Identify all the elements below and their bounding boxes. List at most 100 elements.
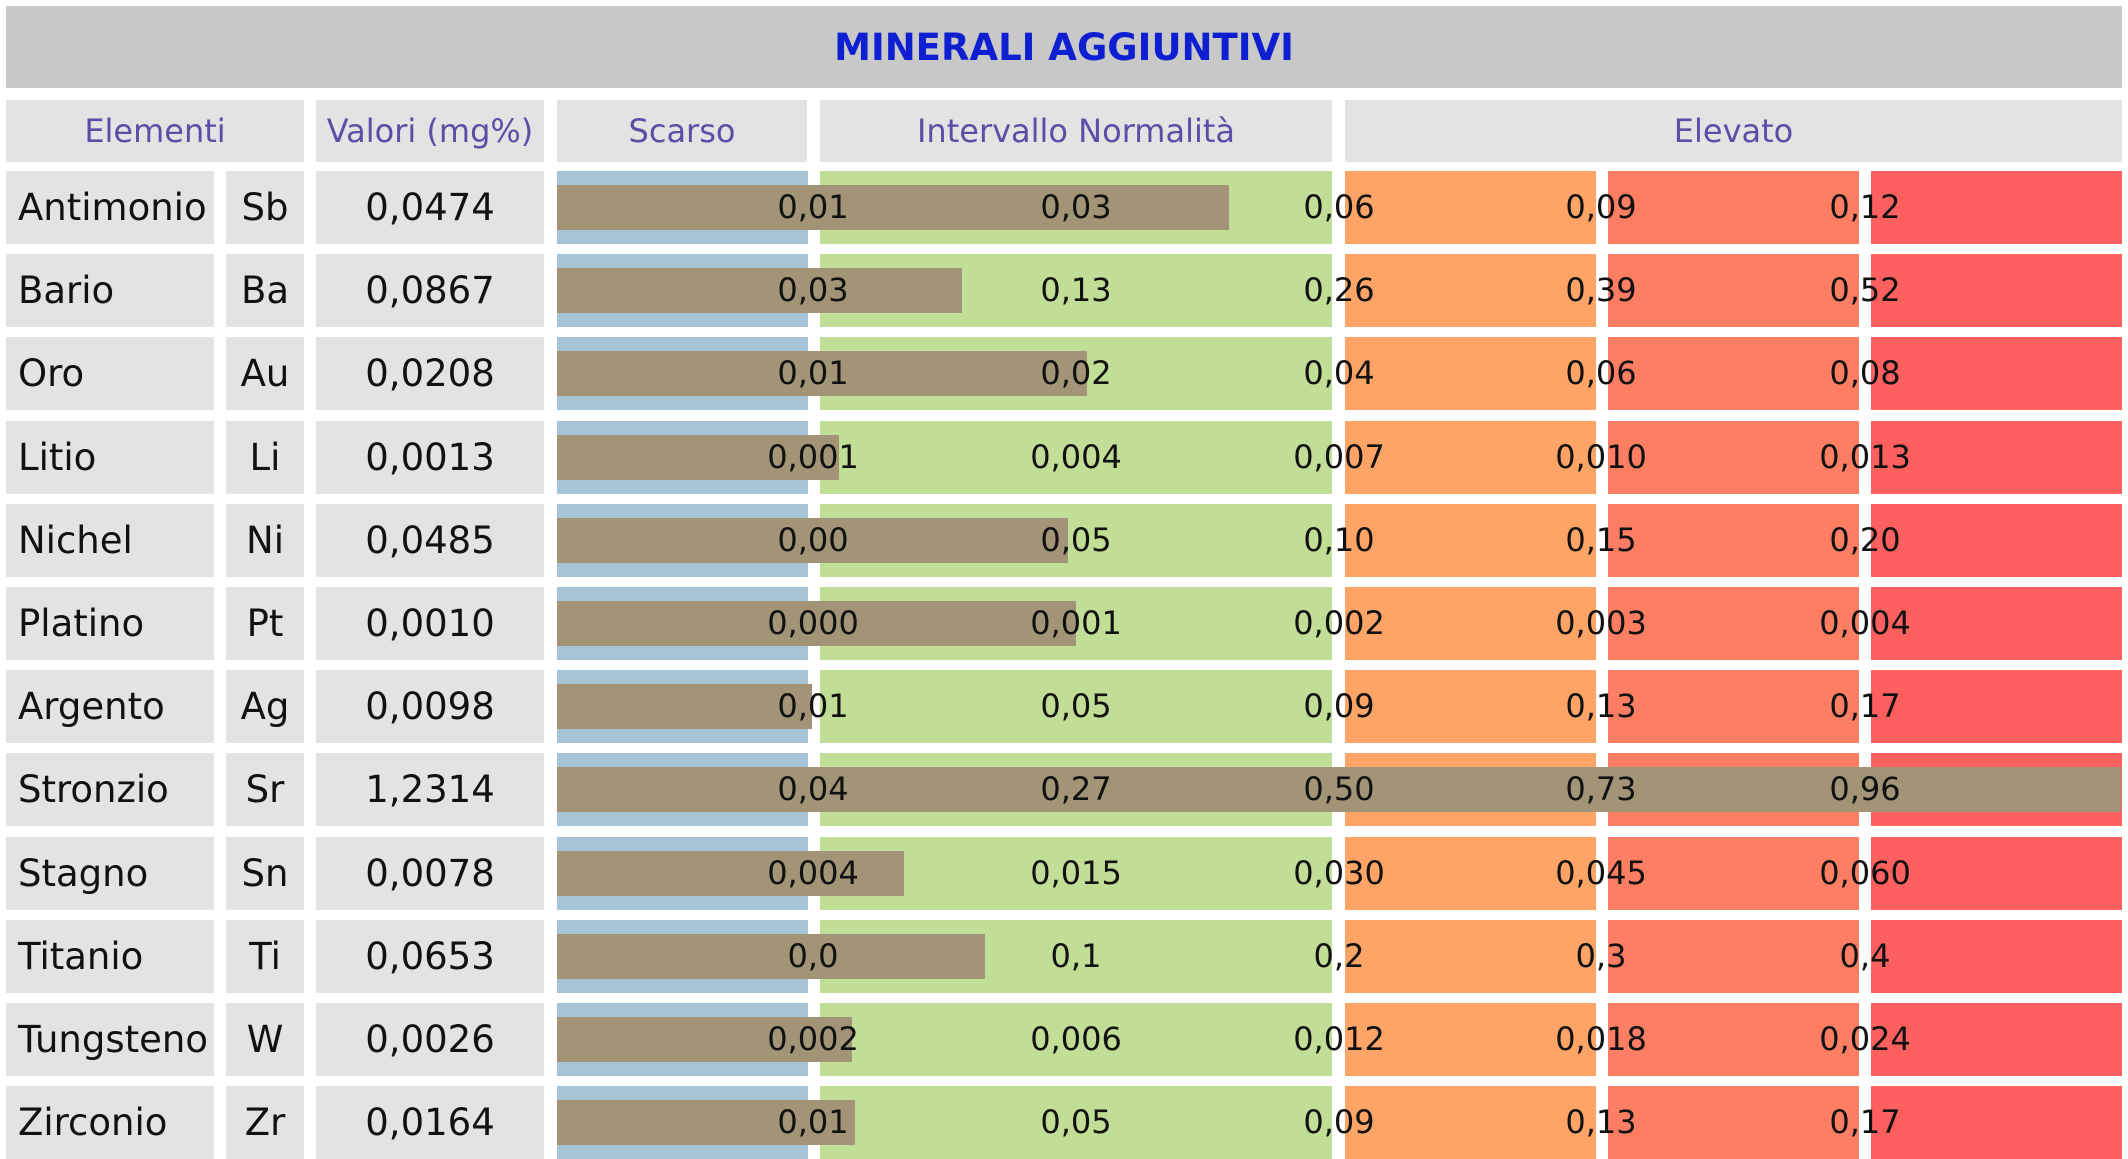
band-elevato-2 [1608,837,1859,910]
tick-label: 0,52 [1829,271,1901,309]
tick-label: 0,045 [1555,854,1647,892]
value-bar [557,684,812,729]
element-symbol: Ba [226,254,304,327]
band-elevato-2 [1608,1086,1859,1159]
element-value: 0,0026 [316,1003,544,1076]
element-symbol: Ag [226,670,304,743]
tick-label: 0,01 [777,1103,849,1141]
element-name: Zirconio [6,1086,214,1159]
tick-label: 0,17 [1829,1103,1901,1141]
band-elevato-3 [1871,837,2122,910]
tick-label: 0,12 [1829,188,1901,226]
band-elevato-2 [1608,337,1859,410]
value-bar [557,851,904,896]
tick-label: 0,09 [1303,687,1375,725]
band-elevato-2 [1608,504,1859,577]
tick-label: 0,3 [1575,937,1627,975]
tick-label: 0,01 [777,687,849,725]
element-symbol: Au [226,337,304,410]
tick-label: 0,13 [1565,687,1637,725]
tick-label: 0,09 [1565,188,1637,226]
band-normalita [820,837,1332,910]
value-bar [557,767,2121,812]
tick-label: 0,02 [1040,354,1112,392]
band-elevato-1 [1345,587,1596,660]
value-bar [557,518,1069,563]
tick-label: 0,39 [1565,271,1637,309]
tick-label: 0,20 [1829,521,1901,559]
tick-label: 0,05 [1040,687,1112,725]
value-bar [557,268,963,313]
tick-label: 0,27 [1040,770,1112,808]
element-symbol: W [226,1003,304,1076]
tick-label: 0,05 [1040,1103,1112,1141]
element-value: 0,0098 [316,670,544,743]
element-name: Antimonio [6,171,214,244]
tick-label: 0,004 [767,854,859,892]
tick-label: 0,018 [1555,1020,1647,1058]
element-symbol: Ni [226,504,304,577]
value-bar [557,185,1229,230]
band-elevato-1 [1345,920,1596,993]
element-name: Stagno [6,837,214,910]
band-elevato-1 [1345,254,1596,327]
element-value: 1,2314 [316,753,544,826]
element-symbol: Sb [226,171,304,244]
band-normalita [820,670,1332,743]
tick-label: 0,2 [1313,937,1365,975]
tick-label: 0,013 [1819,438,1911,476]
band-elevato-3 [1871,171,2122,244]
band-elevato-3 [1871,920,2122,993]
element-symbol: Li [226,421,304,494]
band-elevato-3 [1871,254,2122,327]
element-value: 0,0013 [316,421,544,494]
element-symbol: Sr [226,753,304,826]
element-value: 0,0010 [316,587,544,660]
band-elevato-3 [1871,1003,2122,1076]
tick-label: 0,01 [777,354,849,392]
tick-label: 0,002 [1293,604,1385,642]
band-normalita [820,421,1332,494]
band-elevato-3 [1871,670,2122,743]
element-value: 0,0653 [316,920,544,993]
band-elevato-1 [1345,1086,1596,1159]
tick-label: 0,006 [1030,1020,1122,1058]
tick-label: 0,024 [1819,1020,1911,1058]
band-elevato-1 [1345,171,1596,244]
element-value: 0,0474 [316,171,544,244]
value-bar [557,934,985,979]
band-elevato-2 [1608,254,1859,327]
tick-label: 0,06 [1565,354,1637,392]
element-name: Litio [6,421,214,494]
element-name: Nichel [6,504,214,577]
element-name: Bario [6,254,214,327]
tick-label: 0,13 [1565,1103,1637,1141]
tick-label: 0,1 [1050,937,1102,975]
tick-label: 0,73 [1565,770,1637,808]
band-normalita [820,1086,1332,1159]
band-normalita [820,1003,1332,1076]
element-symbol: Zr [226,1086,304,1159]
element-name: Tungsteno [6,1003,214,1076]
tick-label: 0,012 [1293,1020,1385,1058]
header-elevato: Elevato [1345,100,2122,162]
header-normalita: Intervallo Normalità [820,100,1332,162]
value-bar [557,1017,853,1062]
element-name: Oro [6,337,214,410]
tick-label: 0,17 [1829,687,1901,725]
tick-label: 0,10 [1303,521,1375,559]
band-elevato-2 [1608,421,1859,494]
tick-label: 0,000 [767,604,859,642]
tick-label: 0,09 [1303,1103,1375,1141]
tick-label: 0,01 [777,188,849,226]
element-value: 0,0867 [316,254,544,327]
tick-label: 0,08 [1829,354,1901,392]
band-elevato-2 [1608,1003,1859,1076]
element-name: Titanio [6,920,214,993]
tick-label: 0,03 [777,271,849,309]
tick-label: 0,030 [1293,854,1385,892]
header-scarso: Scarso [557,100,807,162]
element-value: 0,0485 [316,504,544,577]
header-valori: Valori (mg%) [316,100,544,162]
element-name: Argento [6,670,214,743]
